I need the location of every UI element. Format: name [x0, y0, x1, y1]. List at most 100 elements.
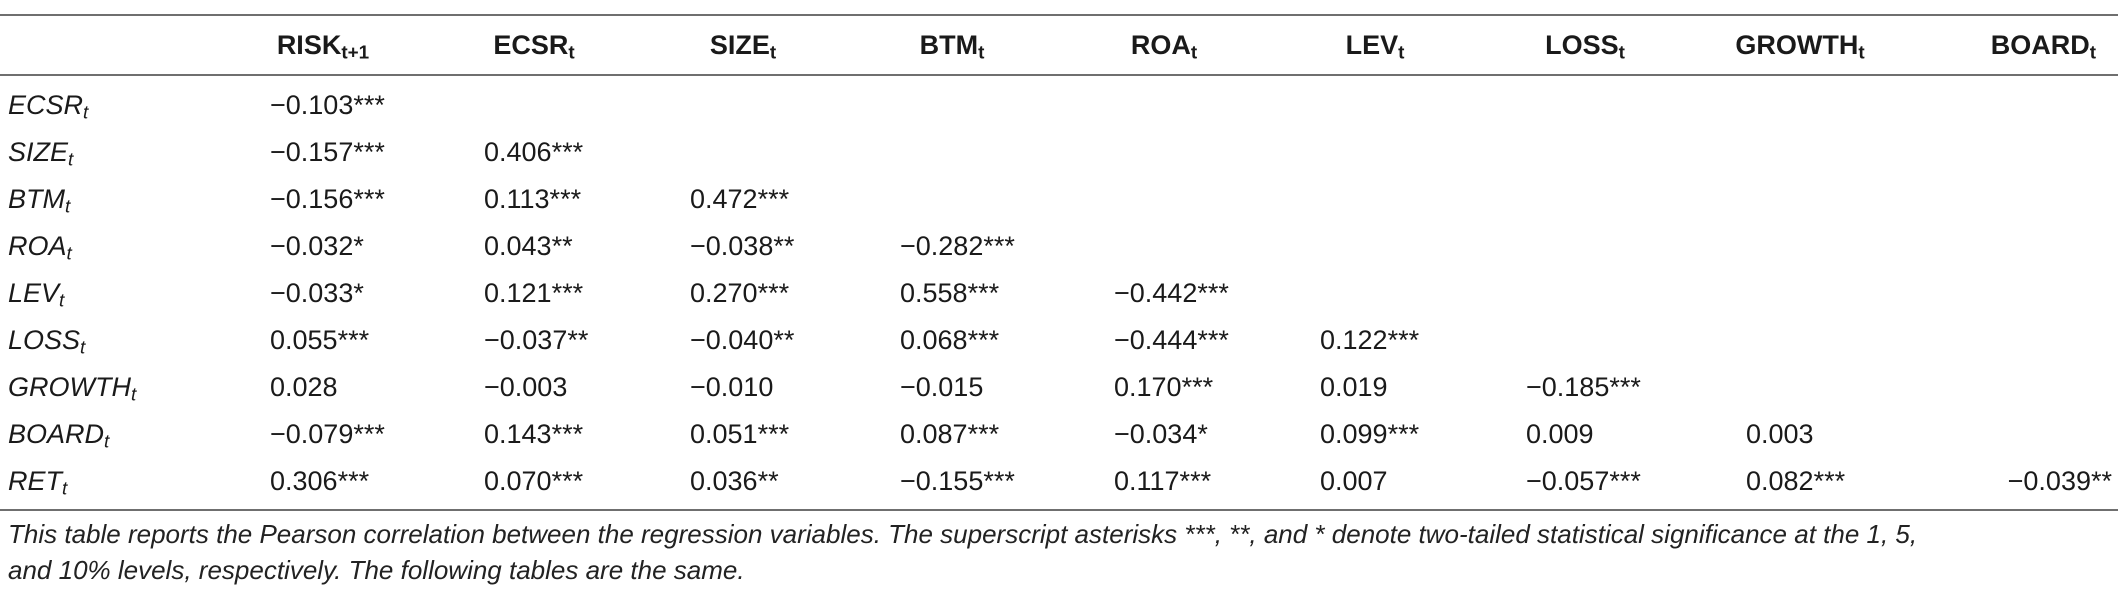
correlation-cell	[1690, 317, 1910, 364]
correlation-cell: 0.003	[1746, 419, 1814, 449]
row-label-roa-name: ROA	[8, 231, 67, 261]
row-label-size-name: SIZE	[8, 137, 69, 167]
correlation-table: RISKt+1 ECSRt SIZEt BTMt ROAt LEVt LOSSt GROWTH…	[0, 14, 2118, 511]
column-header-board-name: BOARD	[1990, 29, 2090, 60]
correlation-cell: 0.099***	[1320, 419, 1420, 449]
correlation-cell	[1910, 129, 2118, 176]
correlation-cell: 0.028	[270, 372, 338, 402]
correlation-cell	[846, 75, 1058, 129]
column-header-roa-subscript: t	[1190, 42, 1198, 64]
row-label-ecsr: ECSRt	[0, 75, 218, 129]
correlation-cell	[1480, 75, 1690, 129]
row-label-ecsr-subscript: t	[83, 102, 89, 124]
correlation-cell	[846, 176, 1058, 223]
correlation-cell: −0.079***	[270, 419, 385, 449]
correlation-cell: 0.406***	[484, 137, 584, 167]
correlation-cell	[1690, 270, 1910, 317]
column-header-risk-subscript: t+1	[341, 42, 370, 64]
table-row-ecsr: ECSRt −0.103***	[0, 75, 2118, 129]
table-row-size: SIZEt −0.157*** 0.406***	[0, 129, 2118, 176]
correlation-cell: −0.015	[900, 372, 984, 402]
correlation-cell	[1058, 223, 1270, 270]
correlation-cell	[640, 129, 846, 176]
correlation-cell: 0.019	[1320, 372, 1388, 402]
row-label-lev-subscript: t	[59, 290, 65, 312]
correlation-cell	[1910, 176, 2118, 223]
correlation-cell: 0.051***	[690, 419, 790, 449]
footnote-line-1: This table reports the Pearson correlati…	[8, 519, 1918, 549]
row-label-growth-subscript: t	[130, 384, 137, 406]
column-header-roa-name: ROA	[1130, 29, 1191, 60]
column-header-growth-subscript: t	[1858, 42, 1865, 64]
correlation-cell	[1270, 129, 1480, 176]
correlation-cell: 0.558***	[900, 278, 1000, 308]
row-label-ecsr-name: ECSR	[8, 90, 84, 120]
correlation-cell	[1690, 364, 1910, 411]
row-label-growth: GROWTHt	[0, 364, 218, 411]
correlation-cell	[1058, 75, 1270, 129]
correlation-cell: −0.155***	[846, 458, 1058, 511]
footnote-line-2: and 10% levels, respectively. The follow…	[8, 555, 745, 585]
table-body: ECSRt −0.103*** SIZEt −0.157*** 0.406*** BTMt…	[0, 75, 2118, 511]
column-header-size-name: SIZE	[709, 29, 770, 60]
correlation-cell: 0.170***	[1114, 372, 1214, 402]
column-header-loss-name: LOSS	[1545, 29, 1619, 60]
correlation-cell	[1480, 129, 1690, 176]
table-header-row: RISKt+1 ECSRt SIZEt BTMt ROAt LEVt LOSSt GROWTH…	[0, 14, 2118, 76]
correlation-cell: −0.037**	[484, 325, 589, 355]
correlation-cell: 0.270***	[690, 278, 790, 308]
correlation-cell	[1270, 223, 1480, 270]
correlation-cell	[1480, 176, 1690, 223]
correlation-cell: 0.070***	[428, 458, 640, 511]
correlation-cell	[1058, 129, 1270, 176]
correlation-cell: −0.003	[484, 372, 568, 402]
table-row-ret: RETt 0.306*** 0.070*** 0.036** −0.155*** 0.11…	[0, 458, 2118, 511]
correlation-cell: −0.282***	[900, 231, 1015, 261]
correlation-cell: 0.082***	[1690, 458, 1910, 511]
row-label-size: SIZEt	[0, 129, 218, 176]
correlation-cell	[1910, 223, 2118, 270]
correlation-cell	[1480, 270, 1690, 317]
correlation-cell: 0.043**	[484, 231, 573, 261]
correlation-cell: 0.009	[1526, 419, 1594, 449]
table-row-board: BOARDt −0.079*** 0.143*** 0.051*** 0.087*** −…	[0, 411, 2118, 458]
row-label-btm-name: BTM	[8, 184, 65, 214]
column-header-lev-subscript: t	[1398, 42, 1405, 64]
column-header-board-subscript: t	[2089, 42, 2096, 64]
correlation-cell: −0.010	[690, 372, 774, 402]
correlation-cell	[1270, 75, 1480, 129]
row-label-ret-name: RET	[8, 466, 62, 496]
row-label-roa-subscript: t	[66, 243, 72, 265]
correlation-cell	[1690, 129, 1910, 176]
correlation-cell	[1270, 176, 1480, 223]
correlation-cell: −0.442***	[1114, 278, 1229, 308]
row-label-board: BOARDt	[0, 411, 218, 458]
column-header-ecsr-subscript: t	[568, 42, 575, 64]
column-header-growth-name: GROWTH	[1735, 29, 1859, 60]
row-label-lev-name: LEV	[8, 278, 60, 308]
correlation-cell: 0.007	[1270, 458, 1480, 511]
row-label-ret-subscript: t	[62, 478, 68, 500]
column-header-ecsr-name: ECSR	[493, 29, 569, 60]
row-label-growth-name: GROWTH	[8, 372, 131, 402]
correlation-cell	[1690, 176, 1910, 223]
correlation-cell	[1910, 75, 2118, 129]
correlation-cell: 0.143***	[484, 419, 584, 449]
correlation-cell: −0.039**	[1910, 458, 2118, 511]
column-header-lev-name: LEV	[1345, 29, 1399, 60]
column-header-ecsr: ECSRt	[428, 14, 640, 76]
correlation-cell	[1910, 317, 2118, 364]
column-header-loss: LOSSt	[1480, 14, 1690, 76]
row-label-size-subscript: t	[68, 149, 74, 171]
correlation-cell	[428, 75, 640, 129]
table-row-loss: LOSSt 0.055*** −0.037** −0.040** 0.068*** −0.…	[0, 317, 2118, 364]
correlation-cell	[1690, 223, 1910, 270]
row-label-roa: ROAt	[0, 223, 218, 270]
row-label-btm-subscript: t	[65, 196, 71, 218]
correlation-cell: −0.038**	[690, 231, 795, 261]
column-header-roa: ROAt	[1058, 14, 1270, 76]
correlation-cell: −0.033*	[270, 278, 364, 308]
column-header-btm: BTMt	[846, 14, 1058, 76]
table-row-roa: ROAt −0.032* 0.043** −0.038** −0.282***	[0, 223, 2118, 270]
